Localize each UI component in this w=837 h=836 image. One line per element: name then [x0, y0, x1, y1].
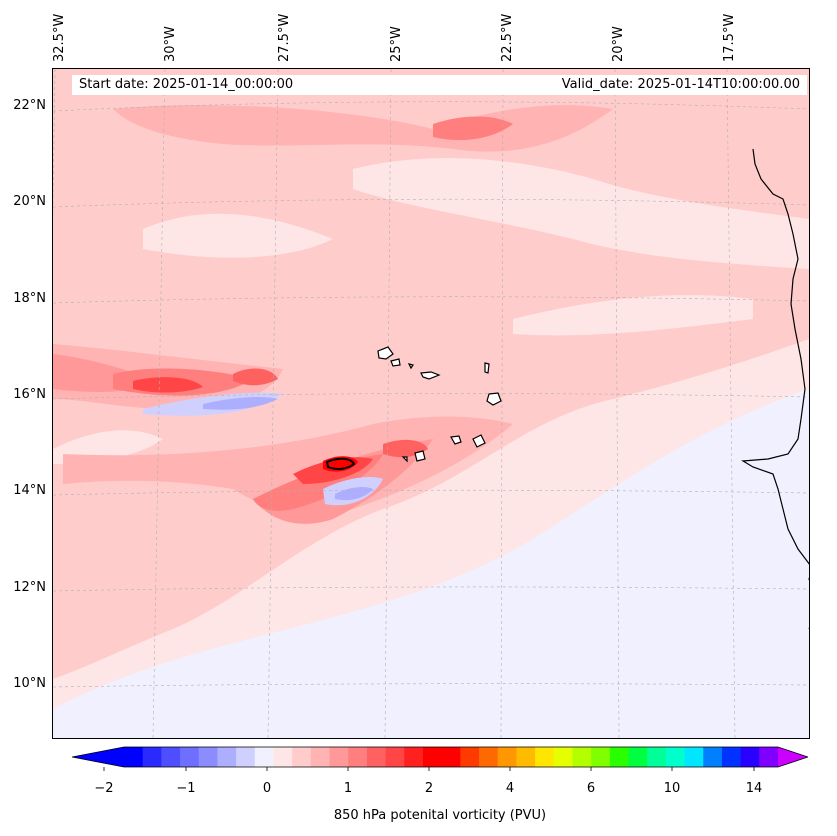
pv-white-patch-1: [143, 213, 333, 258]
lat-label-22n: 22°N: [13, 98, 46, 113]
colorbar-segment: [497, 747, 517, 767]
colorbar-segment: [479, 747, 499, 767]
pv-field-map: [53, 69, 809, 738]
colorbar-segment: [591, 747, 611, 767]
colorbar-segment: [721, 747, 742, 767]
colorbar-segment: [142, 747, 162, 767]
colorbar-title: 850 hPa potenital vorticity (PVU): [333, 808, 547, 823]
cb-tick-4: 4: [505, 781, 515, 796]
colorbar-segment: [124, 747, 144, 767]
colorbar-segment: [161, 747, 181, 767]
colorbar-segment: [385, 747, 405, 767]
cb-tick-14: 14: [745, 781, 763, 796]
cb-tick-neg2: −2: [94, 781, 114, 796]
lon-label-27-5w: 27.5°W: [277, 13, 292, 62]
colorbar-segment: [366, 747, 387, 767]
colorbar-segment: [572, 747, 592, 767]
cb-tick-6: 6: [586, 781, 596, 796]
colorbar-segment: [254, 747, 274, 767]
colorbar-segment: [236, 747, 256, 767]
cabo-verde-islands: [377, 346, 502, 463]
cb-tick-10: 10: [663, 781, 681, 796]
colorbar-segment: [180, 747, 200, 767]
colorbar-segment: [759, 747, 779, 767]
lat-label-12n: 12°N: [13, 580, 46, 595]
colorbar-segment: [273, 747, 293, 767]
lon-label-32-5w: 32.5°W: [52, 13, 67, 62]
cb-tick-1: 1: [343, 781, 353, 796]
pv-white-patch-3: [513, 295, 753, 336]
colorbar-segment: [348, 747, 368, 767]
colorbar-segment: [665, 747, 686, 767]
pv-white-patch-2: [353, 158, 809, 269]
colorbar-segment: [628, 747, 648, 767]
lon-label-22-5w: 22.5°W: [500, 13, 515, 62]
africa-coastline: [741, 148, 809, 629]
colorbar-segment: [535, 747, 555, 767]
valid-date-label: Valid_date: 2025-01-14T10:00:00.00: [561, 77, 800, 92]
colorbar-segment: [740, 747, 760, 767]
colorbar-extend-low: [72, 747, 124, 767]
pv-negative-southeast-2: [473, 479, 809, 738]
colorbar-segment: [516, 747, 536, 767]
colorbar-segment: [703, 747, 723, 767]
lon-label-17-5w: 17.5°W: [722, 13, 737, 62]
colorbar-extend-high: [778, 747, 808, 767]
colorbar-segment: [684, 747, 704, 767]
lat-label-10n: 10°N: [13, 676, 46, 691]
lat-label-18n: 18°N: [13, 291, 46, 306]
colorbar-segment: [198, 747, 218, 767]
lon-label-25w: 25°W: [389, 26, 404, 62]
lat-label-14n: 14°N: [13, 483, 46, 498]
cb-tick-neg1: −1: [176, 781, 196, 796]
colorbar: [72, 746, 808, 771]
pv-north-core: [433, 116, 513, 141]
map-frame[interactable]: [52, 68, 810, 739]
colorbar-segment: [310, 747, 331, 767]
pv-negative-lobe-west-2: [203, 396, 278, 410]
colorbar-segment: [404, 747, 424, 767]
colorbar-segment: [422, 747, 443, 767]
colorbar-outline: [72, 746, 808, 768]
pv-west-core-3: [133, 377, 203, 393]
cb-tick-2: 2: [424, 781, 434, 796]
pv-band-north: [113, 105, 613, 152]
lon-label-20w: 20°W: [611, 26, 626, 62]
info-bar: Start date: 2025-01-14_00:00:00 Valid_da…: [72, 75, 807, 95]
lat-label-16n: 16°N: [13, 387, 46, 402]
start-date-label: Start date: 2025-01-14_00:00:00: [79, 77, 294, 92]
pv-negative-lobe-south-2: [335, 486, 373, 501]
colorbar-segment: [441, 747, 461, 767]
colorbar-segment: [553, 747, 573, 767]
lon-label-30w: 30°W: [163, 26, 178, 62]
colorbar-segment: [217, 747, 237, 767]
lat-label-20n: 20°N: [13, 194, 46, 209]
colorbar-segment: [292, 747, 312, 767]
pv-max-contour: [325, 457, 356, 470]
colorbar-segment: [460, 747, 480, 767]
colorbar-segment: [329, 747, 349, 767]
cb-tick-0: 0: [262, 781, 272, 796]
pv-west-core-4: [233, 368, 278, 386]
colorbar-segment: [609, 747, 630, 767]
colorbar-segment: [647, 747, 667, 767]
